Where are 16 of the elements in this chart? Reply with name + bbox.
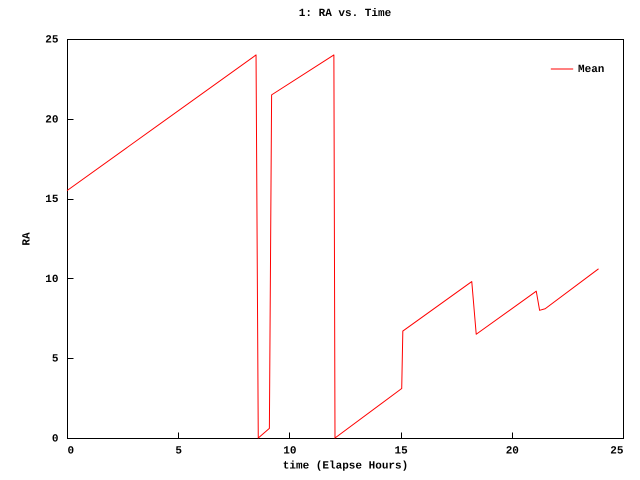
x-tick-label: 15 — [394, 446, 408, 458]
legend-label: Mean — [578, 64, 604, 76]
x-tick-label: 10 — [283, 446, 296, 458]
y-tick-label: 15 — [45, 194, 59, 206]
y-tick-label: 25 — [45, 34, 59, 46]
y-tick-label: 10 — [45, 274, 58, 286]
x-tick-label: 25 — [610, 446, 624, 458]
x-tick-label: 20 — [506, 446, 519, 458]
x-axis-title: time (Elapse Hours) — [282, 460, 408, 472]
y-tick-label: 20 — [45, 114, 58, 126]
chart-title: 1: RA vs. Time — [298, 8, 392, 20]
y-tick-label: 5 — [52, 354, 59, 366]
y-tick-label: 0 — [52, 434, 58, 446]
x-tick-label: 5 — [175, 446, 182, 458]
x-tick-label: 0 — [68, 446, 74, 458]
y-axis-title: RA — [21, 232, 34, 246]
